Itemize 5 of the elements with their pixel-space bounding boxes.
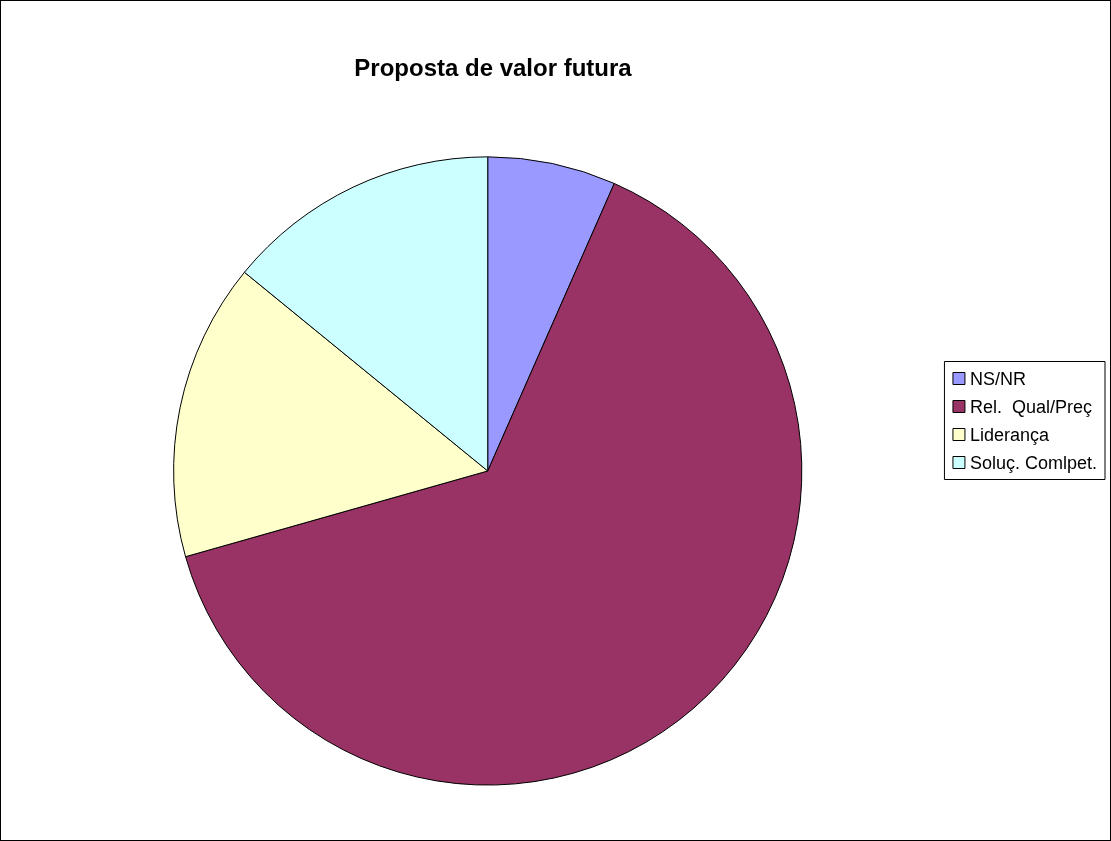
legend-label: Soluç. Comlpet. <box>969 452 1098 473</box>
legend-label: NS/NR <box>969 368 1026 389</box>
legend-label: Rel. Qual/Preç <box>969 396 1092 417</box>
legend-label: Liderança <box>969 424 1050 445</box>
chart-title: Proposta de valor futura <box>354 53 633 81</box>
